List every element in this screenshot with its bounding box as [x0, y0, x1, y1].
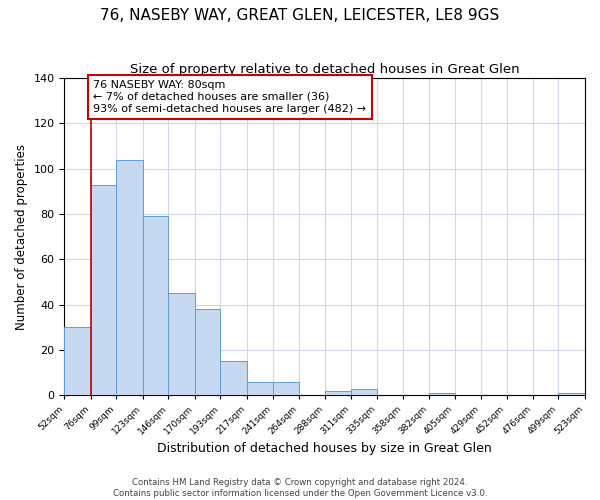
Bar — [116, 160, 143, 396]
Text: 76, NASEBY WAY, GREAT GLEN, LEICESTER, LE8 9GS: 76, NASEBY WAY, GREAT GLEN, LEICESTER, L… — [100, 8, 500, 22]
Bar — [195, 309, 220, 396]
Bar — [350, 388, 377, 396]
Bar — [169, 294, 195, 396]
Text: Contains HM Land Registry data © Crown copyright and database right 2024.
Contai: Contains HM Land Registry data © Crown c… — [113, 478, 487, 498]
Bar — [325, 391, 350, 396]
Bar — [429, 393, 455, 396]
X-axis label: Distribution of detached houses by size in Great Glen: Distribution of detached houses by size … — [157, 442, 492, 455]
Y-axis label: Number of detached properties: Number of detached properties — [15, 144, 28, 330]
Bar — [91, 184, 116, 396]
Bar — [64, 328, 91, 396]
Bar — [559, 393, 585, 396]
Title: Size of property relative to detached houses in Great Glen: Size of property relative to detached ho… — [130, 62, 520, 76]
Text: 76 NASEBY WAY: 80sqm
← 7% of detached houses are smaller (36)
93% of semi-detach: 76 NASEBY WAY: 80sqm ← 7% of detached ho… — [93, 80, 366, 114]
Bar — [247, 382, 274, 396]
Bar — [143, 216, 169, 396]
Bar — [220, 362, 247, 396]
Bar — [274, 382, 299, 396]
